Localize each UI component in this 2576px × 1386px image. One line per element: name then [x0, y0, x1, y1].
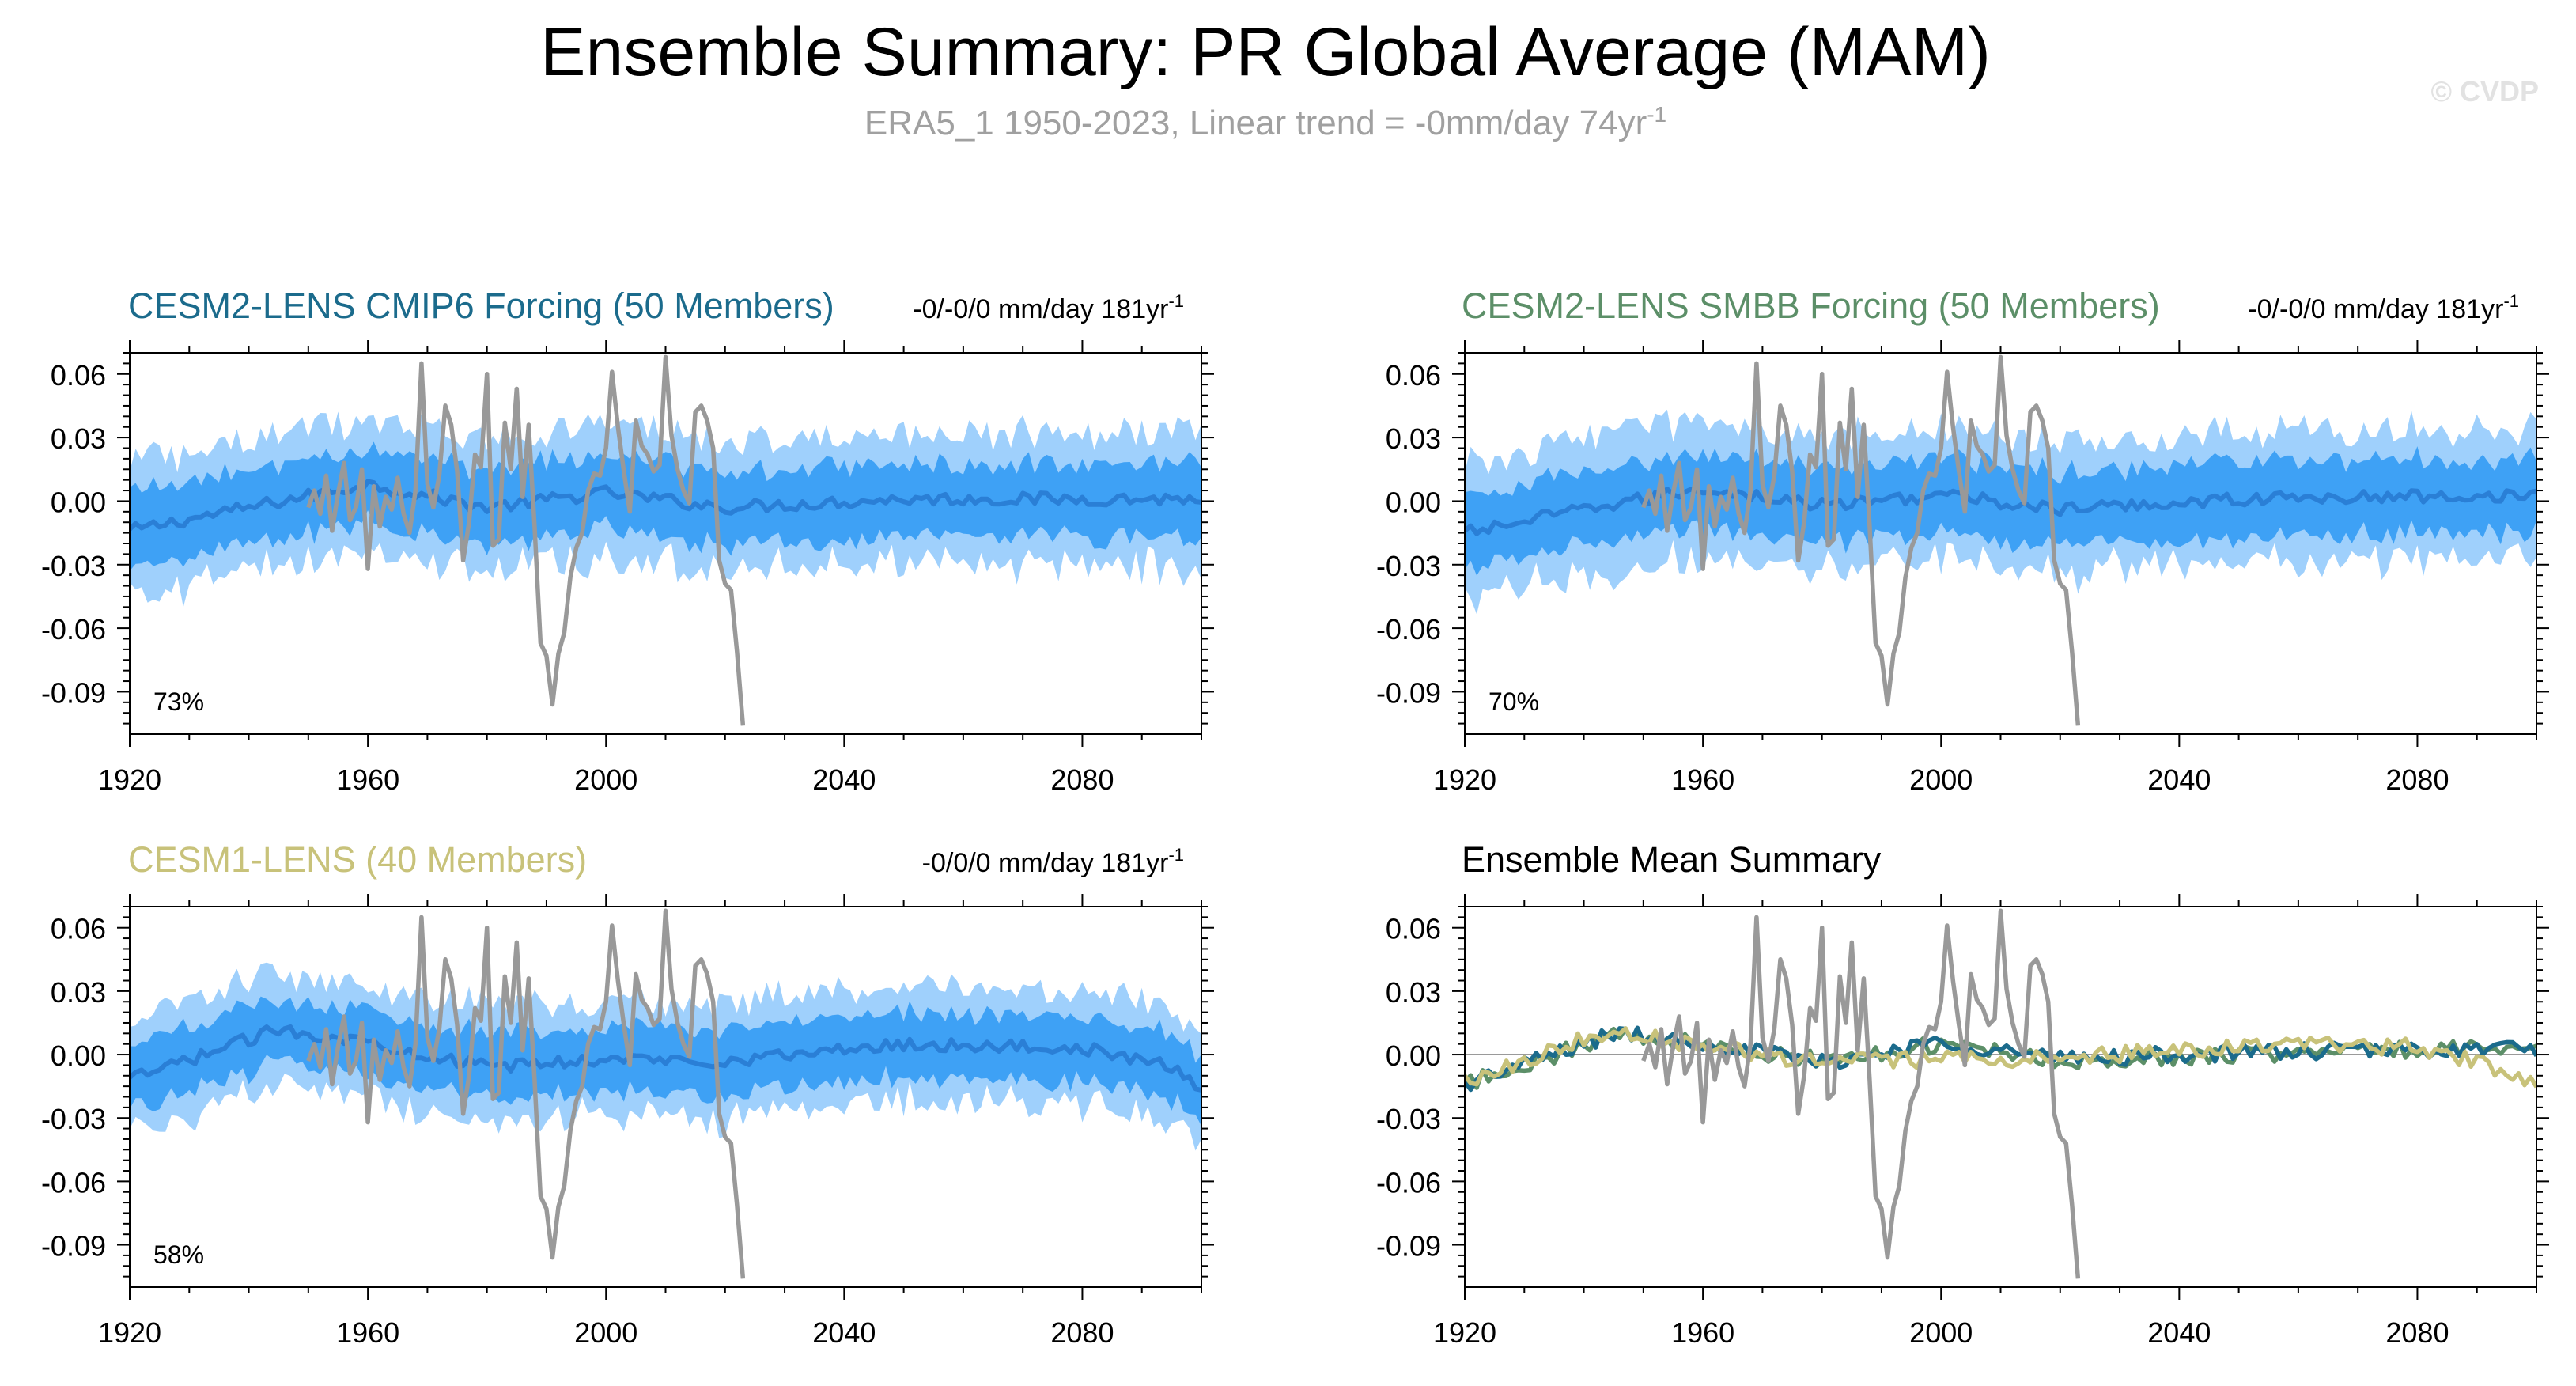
x-tick-label: 2040 [812, 763, 876, 796]
y-tick-label: 0.03 [51, 976, 106, 1009]
x-tick-label: 1960 [1671, 763, 1734, 796]
x-tick-label: 1920 [1433, 1316, 1496, 1349]
panel-title: Ensemble Mean Summary [1462, 839, 1882, 880]
plot-area [1465, 354, 2536, 726]
y-tick-label: 0.06 [51, 913, 106, 945]
watermark: © CVDP [2430, 75, 2539, 108]
y-tick-label: -0.09 [41, 1230, 106, 1263]
y-tick-label: -0.09 [1376, 1230, 1441, 1263]
plot-area [130, 354, 1201, 726]
trend-label-sup: -1 [1168, 845, 1184, 865]
panel-4: 0.06 0.03 0.00 -0.03 -0.06 -0.09 1920 1960 2000 2… [1376, 839, 2549, 1349]
plot-frame [1464, 906, 2537, 1288]
y-tick-label: -0.03 [1376, 550, 1441, 582]
trend-label: -0/-0/0 mm/day 181yr-1 [913, 291, 1184, 324]
x-tick-label: 2040 [2147, 1316, 2211, 1349]
x-tick-label: 2040 [2147, 763, 2211, 796]
x-tick-label: 1960 [336, 1316, 399, 1349]
x-tick-label: 1920 [98, 1316, 161, 1349]
y-tick-label: 0.00 [51, 1040, 106, 1072]
trend-label-sup: -1 [1168, 291, 1184, 311]
panel-title: CESM1-LENS (40 Members) [128, 839, 587, 880]
x-tick-label: 2000 [1909, 763, 1973, 796]
percent-label: 70% [1488, 687, 1539, 716]
x-tick-label: 2040 [812, 1316, 876, 1349]
inner-spread-band [130, 441, 1201, 571]
observations-line [1641, 908, 2081, 1279]
y-tick-label: 0.03 [1386, 422, 1441, 455]
x-tick-label: 2080 [1050, 763, 1114, 796]
percent-label: 73% [153, 687, 204, 716]
ensemble-mean-line [130, 479, 1201, 532]
y-tick-label: -0.06 [41, 613, 106, 646]
y-tick-label: 0.03 [1386, 976, 1441, 1009]
y-tick-label: -0.06 [41, 1166, 106, 1199]
subtitle-sup: -1 [1647, 102, 1666, 127]
figure-subtitle: ERA5_1 1950-2023, Linear trend = -0mm/da… [864, 102, 1666, 142]
y-tick-label: 0.00 [1386, 1040, 1441, 1072]
trend-label-text: -0/-0/0 mm/day 181yr [2248, 294, 2503, 324]
x-tick-label: 2000 [1909, 1316, 1973, 1349]
subtitle-text: ERA5_1 1950-2023, Linear trend = -0mm/da… [864, 104, 1647, 142]
cesm1-mean-line [1465, 1026, 2536, 1089]
y-tick-label: -0.09 [41, 676, 106, 709]
plot-area [1465, 908, 2536, 1279]
x-tick-label: 2000 [574, 1316, 637, 1349]
observations-line [306, 908, 746, 1279]
figure-title: Ensemble Summary: PR Global Average (MAM… [540, 14, 1991, 90]
percent-label: 58% [153, 1240, 204, 1269]
panel-title: CESM2-LENS SMBB Forcing (50 Members) [1462, 286, 2160, 326]
x-tick-label: 2080 [2385, 763, 2449, 796]
y-tick-label: -0.09 [1376, 676, 1441, 709]
y-tick-label: -0.03 [1376, 1103, 1441, 1135]
trend-label-text: -0/0/0 mm/day 181yr [922, 848, 1169, 878]
observations-line [1641, 354, 2081, 726]
trend-label: -0/0/0 mm/day 181yr-1 [922, 845, 1184, 878]
x-tick-label: 1960 [1671, 1316, 1734, 1349]
y-tick-label: -0.06 [1376, 1166, 1441, 1199]
panel-3: 0.06 0.03 0.00 -0.03 -0.06 -0.09 1920 1960 2000 2… [41, 839, 1214, 1349]
y-tick-label: 0.00 [1386, 486, 1441, 518]
plot-area [130, 908, 1201, 1279]
y-tick-label: 0.06 [51, 359, 106, 392]
y-tick-label: 0.06 [1386, 913, 1441, 945]
panel-2: 0.06 0.03 0.00 -0.03 -0.06 -0.09 1920 1960 2000 2… [1376, 286, 2549, 796]
panels: 0.06 0.03 0.00 -0.03 -0.06 -0.09 1920 1960 2000 2… [41, 286, 2549, 1349]
x-tick-label: 1920 [1433, 763, 1496, 796]
y-tick-label: -0.06 [1376, 613, 1441, 646]
x-tick-label: 2080 [2385, 1316, 2449, 1349]
x-tick-label: 1960 [336, 763, 399, 796]
x-tick-label: 2080 [1050, 1316, 1114, 1349]
trend-label: -0/-0/0 mm/day 181yr-1 [2248, 291, 2519, 324]
panel-1: 0.06 0.03 0.00 -0.03 -0.06 -0.09 1920 1960 2000 2… [41, 286, 1214, 796]
y-tick-label: -0.03 [41, 550, 106, 582]
x-tick-label: 2000 [574, 763, 637, 796]
y-tick-label: 0.06 [1386, 359, 1441, 392]
x-tick-label: 1920 [98, 763, 161, 796]
y-tick-label: 0.03 [51, 422, 106, 455]
y-tick-label: -0.03 [41, 1103, 106, 1135]
trend-label-sup: -1 [2503, 291, 2519, 311]
y-tick-label: 0.00 [51, 486, 106, 518]
panel-title: CESM2-LENS CMIP6 Forcing (50 Members) [128, 286, 834, 326]
observations-line [306, 354, 746, 726]
trend-label-text: -0/-0/0 mm/day 181yr [913, 294, 1168, 324]
ensemble-mean-line [130, 1024, 1201, 1093]
